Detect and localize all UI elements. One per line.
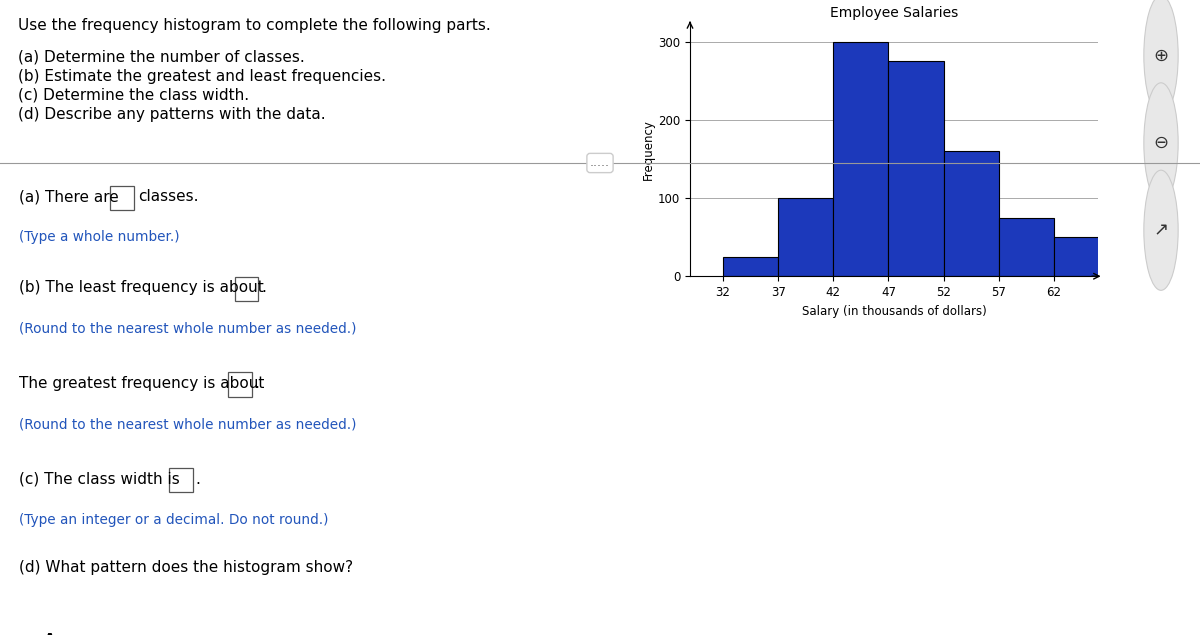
FancyBboxPatch shape [228, 372, 252, 397]
Bar [998, 218, 1054, 276]
Text: classes.: classes. [138, 189, 198, 204]
Circle shape [1144, 170, 1178, 290]
Bar [779, 198, 833, 276]
Text: ⊕: ⊕ [1153, 46, 1169, 65]
Text: .....: ..... [590, 156, 610, 170]
Text: (c) The class width is: (c) The class width is [19, 472, 180, 486]
Title: Employee Salaries: Employee Salaries [830, 6, 958, 20]
Text: (b) Estimate the greatest and least frequencies.: (b) Estimate the greatest and least freq… [18, 69, 386, 84]
Text: .: . [262, 280, 266, 295]
Text: (b) The least frequency is about: (b) The least frequency is about [19, 280, 264, 295]
Text: Use the frequency histogram to complete the following parts.: Use the frequency histogram to complete … [18, 18, 491, 33]
Bar [888, 62, 943, 276]
Text: (c) Determine the class width.: (c) Determine the class width. [18, 88, 250, 103]
Circle shape [1144, 0, 1178, 116]
Text: Less than half of the employees make between $35,000 and $59,000.: Less than half of the employees make bet… [66, 632, 575, 635]
Text: (a) Determine the number of classes.: (a) Determine the number of classes. [18, 50, 305, 65]
FancyBboxPatch shape [235, 277, 258, 301]
Y-axis label: Frequency: Frequency [642, 119, 655, 180]
Text: ⊖: ⊖ [1153, 134, 1169, 152]
Text: A.: A. [44, 632, 62, 635]
Text: .: . [254, 376, 259, 391]
Text: (Type a whole number.): (Type a whole number.) [19, 231, 180, 244]
Text: The greatest frequency is about: The greatest frequency is about [19, 376, 264, 391]
Text: (Round to the nearest whole number as needed.): (Round to the nearest whole number as ne… [19, 417, 356, 431]
FancyBboxPatch shape [169, 468, 193, 492]
Text: ↗: ↗ [1153, 221, 1169, 239]
Text: (a) There are: (a) There are [19, 189, 119, 204]
Text: .: . [196, 472, 200, 486]
Bar [724, 257, 779, 276]
FancyBboxPatch shape [110, 185, 133, 210]
Text: (d) Describe any patterns with the data.: (d) Describe any patterns with the data. [18, 107, 325, 122]
Text: (d) What pattern does the histogram show?: (d) What pattern does the histogram show… [19, 560, 353, 575]
X-axis label: Salary (in thousands of dollars): Salary (in thousands of dollars) [802, 305, 986, 318]
Bar [943, 151, 998, 276]
Circle shape [1144, 83, 1178, 203]
Bar [833, 42, 888, 276]
Text: (Round to the nearest whole number as needed.): (Round to the nearest whole number as ne… [19, 321, 356, 335]
Bar [1054, 237, 1109, 276]
Text: (Type an integer or a decimal. Do not round.): (Type an integer or a decimal. Do not ro… [19, 512, 329, 526]
